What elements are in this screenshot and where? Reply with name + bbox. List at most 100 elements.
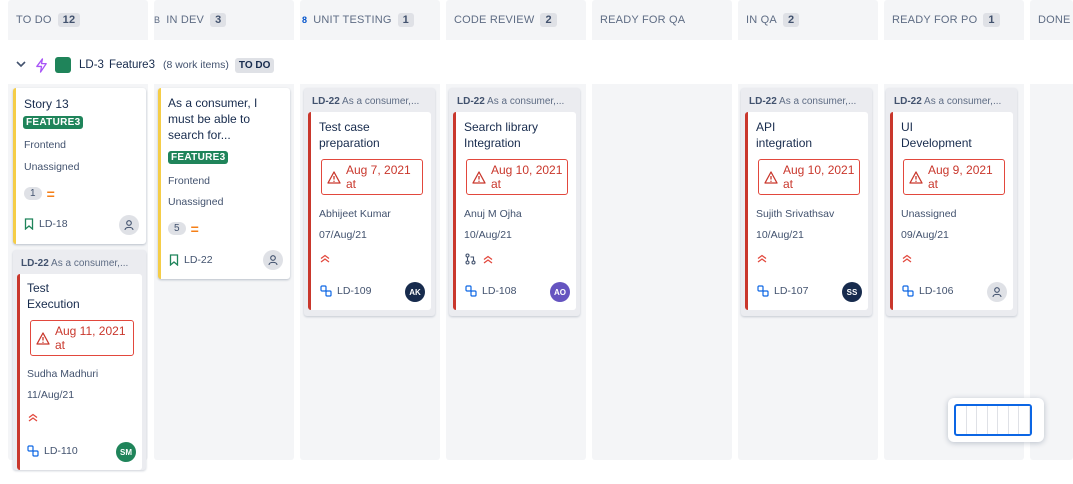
- date: 07/Aug/21: [319, 229, 367, 241]
- component: Frontend: [168, 175, 211, 187]
- parent-reference[interactable]: LD-22 As a consumer,...: [894, 96, 1002, 107]
- parent-reference[interactable]: LD-22 As a consumer,...: [749, 96, 857, 107]
- chevron-down-icon[interactable]: [16, 59, 26, 71]
- card-title: Test Execution: [27, 281, 80, 311]
- column-header-done[interactable]: DONE: [1030, 0, 1073, 40]
- minimap-viewport[interactable]: [954, 404, 1032, 436]
- column-header-ready-for-qa[interactable]: READY FOR QA: [592, 0, 732, 40]
- card-title: Test case preparation: [319, 120, 380, 150]
- column-count: 1: [397, 13, 414, 27]
- issue-key-text: LD-18: [39, 218, 68, 230]
- column-header-todo[interactable]: TO DO 12: [8, 0, 148, 40]
- column-count: 2: [782, 13, 800, 27]
- parent-reference[interactable]: LD-22 As a consumer,...: [21, 258, 129, 269]
- column-title: UNIT TESTING: [313, 14, 392, 26]
- issue-key[interactable]: LD-107: [757, 285, 808, 297]
- story-points: 5: [168, 222, 186, 235]
- assignee: Anuj M Ojha: [464, 208, 522, 220]
- swimlane-name: Feature3: [108, 59, 155, 71]
- avatar[interactable]: SM: [116, 442, 136, 462]
- due-date-badge: Aug 9, 2021 at: [903, 159, 1005, 195]
- subtask-group: LD-22 As a consumer,... Test case prepar…: [304, 88, 435, 316]
- avatar[interactable]: [987, 282, 1007, 302]
- subtask-card[interactable]: Search library Integration Aug 10, 2021 …: [453, 112, 576, 310]
- swimlane-key[interactable]: LD-3: [79, 59, 104, 71]
- column-title: DONE: [1038, 14, 1071, 26]
- avatar[interactable]: [263, 250, 283, 270]
- column-count: 1: [983, 13, 1000, 27]
- assignee: Sudha Madhuri: [27, 368, 99, 380]
- due-date-badge: Aug 11, 2021 at: [30, 320, 134, 356]
- avatar[interactable]: AK: [405, 282, 425, 302]
- column-title: CODE REVIEW: [454, 14, 535, 26]
- avatar[interactable]: SS: [842, 282, 862, 302]
- column-title: IN QA: [746, 14, 777, 26]
- assignee: Abhijeet Kumar: [319, 208, 391, 220]
- user-icon: [124, 220, 134, 231]
- issue-key[interactable]: LD-18: [24, 218, 68, 230]
- warning-icon: [36, 332, 50, 345]
- story-card[interactable]: Story 13 FEATURE3 Frontend Unassigned 1 …: [13, 88, 146, 244]
- estimate: 1 =: [24, 185, 55, 202]
- column-header-in-qa[interactable]: IN QA 2: [738, 0, 878, 40]
- parent-reference[interactable]: LD-22 As a consumer,...: [457, 96, 565, 107]
- date: 11/Aug/21: [27, 389, 75, 401]
- subtask-icon: [902, 285, 914, 297]
- card-indicators: [465, 253, 493, 265]
- column-title: READY FOR QA: [600, 14, 686, 26]
- column-marker: B: [154, 15, 161, 25]
- assignee: Unassigned: [901, 208, 957, 220]
- lightning-icon: [36, 57, 47, 73]
- subtask-group: LD-22 As a consumer,... UI Development A…: [886, 88, 1017, 316]
- subtask-card[interactable]: UI Development Aug 9, 2021 at Unassigned…: [890, 112, 1013, 310]
- chevrons-up-icon: [757, 254, 767, 266]
- avatar[interactable]: [119, 215, 139, 235]
- date: 09/Aug/21: [901, 229, 949, 241]
- subtask-card[interactable]: API integration Aug 10, 2021 at Sujith S…: [745, 112, 868, 310]
- user-icon: [268, 255, 278, 266]
- chevrons-up-icon: [902, 254, 912, 266]
- due-date-badge: Aug 10, 2021 at: [758, 159, 860, 195]
- due-date-badge: Aug 7, 2021 at: [321, 159, 423, 195]
- parent-reference[interactable]: LD-22 As a consumer,...: [312, 96, 420, 107]
- story-card[interactable]: As a consumer, I must be able to search …: [158, 88, 290, 279]
- issue-key[interactable]: LD-109: [320, 285, 371, 297]
- column-count: 12: [57, 13, 81, 27]
- warning-icon: [909, 171, 923, 184]
- assignee: Unassigned: [24, 161, 80, 173]
- issue-key[interactable]: LD-108: [465, 285, 516, 297]
- subtask-card[interactable]: Test Execution Aug 11, 2021 at Sudha Mad…: [17, 274, 142, 470]
- column-count: 3: [210, 13, 227, 27]
- card-title: API integration: [756, 120, 813, 150]
- estimate: 5 =: [168, 220, 199, 237]
- subtask-group: LD-22 As a consumer,... Search library I…: [449, 88, 580, 316]
- subtask-card[interactable]: Test case preparation Aug 7, 2021 at Abh…: [308, 112, 431, 310]
- feature-label: FEATURE3: [168, 151, 229, 164]
- assignee: Sujith Srivathsav: [756, 208, 835, 220]
- priority-medium-icon: =: [46, 185, 55, 202]
- card-title: Search library Integration: [464, 120, 539, 150]
- column-title: TO DO: [16, 14, 52, 26]
- subtask-icon: [757, 285, 769, 297]
- bookmark-icon: [24, 218, 34, 230]
- subtask-icon: [465, 285, 477, 297]
- story-points: 1: [24, 187, 42, 200]
- column-header-code-review[interactable]: CODE REVIEW 2: [446, 0, 586, 40]
- issue-key[interactable]: LD-106: [902, 285, 953, 297]
- subtask-group: LD-22 As a consumer,... API integration …: [741, 88, 872, 316]
- board-minimap[interactable]: [948, 398, 1044, 442]
- priority-medium-icon: =: [190, 220, 199, 237]
- issue-key[interactable]: LD-22: [169, 254, 213, 266]
- component: Frontend: [24, 139, 67, 151]
- date: 10/Aug/21: [464, 229, 512, 241]
- column-header-in-dev[interactable]: B IN DEV 3: [146, 0, 294, 40]
- swimlane-count: (8 work items): [162, 59, 229, 71]
- pull-request-icon[interactable]: [465, 253, 476, 265]
- column-count: 2: [540, 13, 557, 27]
- swimlane-header[interactable]: LD-3 Feature3 (8 work items) TO DO: [0, 40, 1073, 84]
- issue-key[interactable]: LD-110: [27, 445, 78, 457]
- column-header-unit-testing[interactable]: 8 UNIT TESTING 1: [294, 0, 440, 40]
- chevrons-up-icon: [28, 413, 38, 425]
- avatar[interactable]: AO: [550, 282, 570, 302]
- column-header-ready-for-po[interactable]: READY FOR PO 1: [884, 0, 1024, 40]
